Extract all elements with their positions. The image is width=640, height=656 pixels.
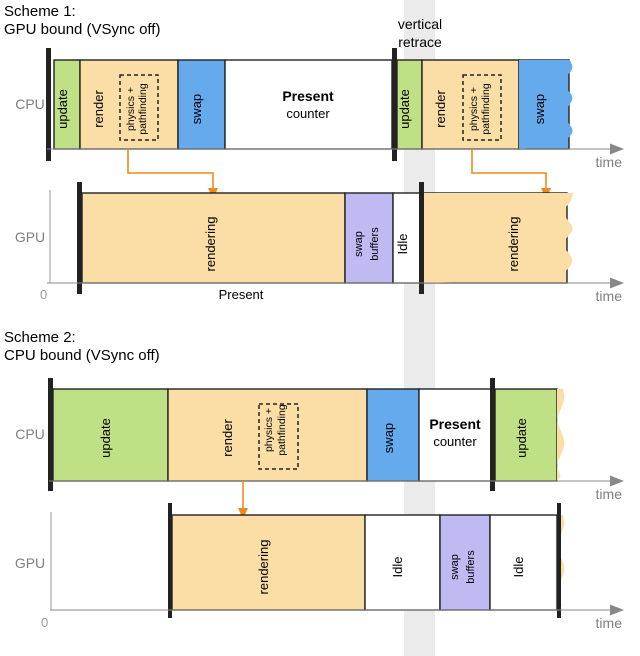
svg-text:pathfinding: pathfinding: [276, 404, 288, 456]
svg-text:update: update: [55, 89, 70, 129]
svg-text:counter: counter: [286, 106, 330, 121]
svg-text:buffers: buffers: [465, 550, 477, 584]
svg-text:CPU: CPU: [15, 96, 45, 112]
svg-text:time: time: [596, 615, 623, 631]
svg-text:Scheme 2:: Scheme 2:: [4, 329, 76, 346]
svg-text:buffers: buffers: [369, 227, 381, 261]
svg-text:rendering: rendering: [256, 540, 271, 595]
svg-text:time: time: [596, 154, 623, 170]
svg-text:Idle: Idle: [395, 234, 410, 255]
svg-text:rendering: rendering: [203, 217, 218, 272]
svg-text:retrace: retrace: [398, 34, 442, 50]
svg-text:physics +: physics +: [125, 87, 137, 131]
svg-text:rendering: rendering: [506, 217, 521, 272]
svg-text:GPU: GPU: [15, 229, 45, 245]
svg-text:render: render: [433, 90, 448, 128]
svg-text:swap: swap: [449, 554, 461, 580]
svg-text:swap: swap: [189, 94, 204, 124]
svg-text:Idle: Idle: [390, 557, 405, 578]
svg-text:physics +: physics +: [468, 87, 480, 131]
svg-text:swap: swap: [353, 231, 365, 257]
svg-text:0: 0: [40, 287, 47, 302]
svg-text:Present: Present: [282, 88, 334, 104]
svg-text:CPU: CPU: [15, 426, 45, 442]
svg-text:render: render: [220, 419, 235, 457]
svg-text:render: render: [91, 90, 106, 128]
svg-text:pathfinding: pathfinding: [137, 83, 149, 135]
svg-text:0: 0: [41, 615, 48, 630]
svg-text:update: update: [98, 418, 113, 458]
svg-text:time: time: [596, 486, 623, 502]
svg-text:swap: swap: [532, 94, 547, 124]
svg-text:counter: counter: [433, 434, 477, 449]
svg-text:Idle: Idle: [511, 557, 526, 578]
svg-text:vertical: vertical: [398, 16, 442, 32]
svg-text:time: time: [596, 288, 623, 304]
svg-text:update: update: [397, 89, 412, 129]
svg-text:update: update: [514, 418, 529, 458]
svg-text:GPU bound (VSync off): GPU bound (VSync off): [4, 21, 160, 38]
svg-text:pathfinding: pathfinding: [480, 83, 492, 135]
svg-text:swap: swap: [381, 423, 396, 453]
svg-text:Scheme 1:: Scheme 1:: [4, 3, 76, 20]
svg-text:GPU: GPU: [15, 555, 45, 571]
svg-text:Present: Present: [219, 287, 264, 302]
svg-text:Present: Present: [429, 416, 481, 432]
svg-text:physics +: physics +: [263, 408, 275, 452]
svg-text:CPU bound (VSync off): CPU bound (VSync off): [4, 347, 160, 364]
